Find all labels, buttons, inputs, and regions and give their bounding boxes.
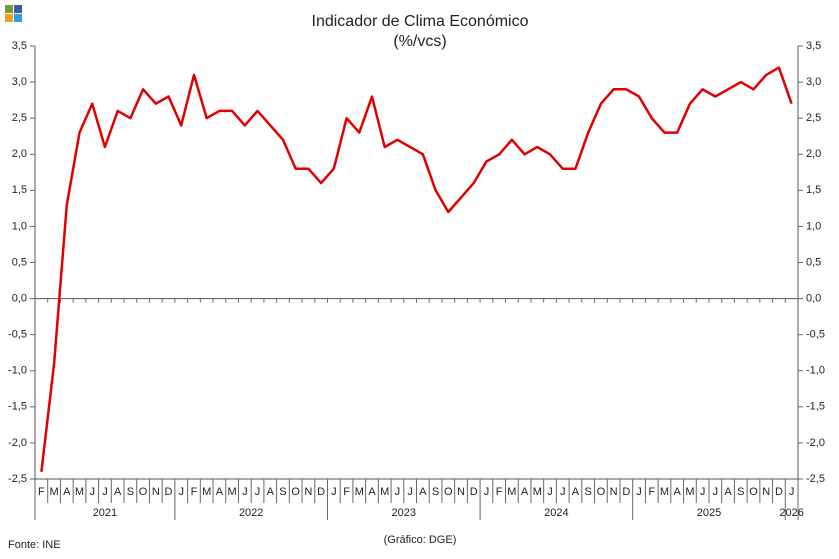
year-label: 2021 — [93, 507, 117, 519]
x-tick-label: J — [407, 486, 413, 498]
x-tick-label: A — [216, 486, 224, 498]
x-tick-label: J — [560, 486, 566, 498]
y2-tick-label: 2,0 — [806, 148, 821, 160]
logo — [5, 5, 22, 22]
x-tick-label: J — [636, 486, 642, 498]
x-tick-label: N — [304, 486, 312, 498]
x-tick-label: M — [355, 486, 364, 498]
x-tick-label: M — [228, 486, 237, 498]
x-tick-label: D — [317, 486, 325, 498]
y-tick-label: -2,0 — [8, 437, 27, 449]
y-tick-label: 3,0 — [12, 76, 27, 88]
x-tick-label: A — [63, 486, 71, 498]
y-tick-label: -0,5 — [8, 329, 27, 341]
x-tick-label: N — [457, 486, 465, 498]
y2-tick-label: 0,5 — [806, 256, 821, 268]
x-tick-label: F — [648, 486, 655, 498]
x-tick-label: F — [38, 486, 45, 498]
x-tick-label: A — [114, 486, 122, 498]
x-tick-label: J — [713, 486, 719, 498]
x-tick-label: S — [432, 486, 439, 498]
y-tick-label: -2,5 — [8, 473, 27, 485]
y-tick-label: 2,0 — [12, 148, 27, 160]
y2-tick-label: 3,0 — [806, 76, 821, 88]
x-tick-label: D — [622, 486, 630, 498]
x-tick-label: A — [572, 486, 580, 498]
y2-tick-label: -2,5 — [806, 473, 825, 485]
x-tick-label: M — [49, 486, 58, 498]
x-tick-label: A — [267, 486, 275, 498]
source: Fonte: INE — [8, 539, 61, 551]
x-tick-label: M — [685, 486, 694, 498]
x-tick-label: O — [139, 486, 148, 498]
y-tick-label: -1,0 — [8, 365, 27, 377]
chart-subtitle: (%/vcs) — [393, 33, 446, 50]
x-tick-label: J — [102, 486, 108, 498]
x-tick-label: N — [762, 486, 770, 498]
x-tick-label: J — [331, 486, 337, 498]
y-tick-label: 0,5 — [12, 256, 27, 268]
data-line — [40, 66, 793, 472]
y-tick-label: 1,5 — [12, 184, 27, 196]
y2-tick-label: 2,5 — [806, 112, 821, 124]
x-tick-label: F — [343, 486, 350, 498]
x-tick-label: F — [496, 486, 503, 498]
y-tick-label: 0,0 — [12, 292, 27, 304]
x-tick-label: J — [178, 486, 184, 498]
year-label: 2024 — [544, 507, 568, 519]
x-tick-label: F — [191, 486, 198, 498]
y2-tick-label: -2,0 — [806, 437, 825, 449]
x-tick-label: S — [585, 486, 592, 498]
x-tick-label: J — [89, 486, 95, 498]
x-tick-label: O — [444, 486, 453, 498]
y2-tick-label: -1,5 — [806, 401, 825, 413]
year-label: 2025 — [697, 507, 721, 519]
y-tick-label: 3,5 — [12, 40, 27, 52]
x-tick-label: A — [368, 486, 376, 498]
x-tick-label: J — [395, 486, 401, 498]
x-tick-label: A — [724, 486, 732, 498]
x-tick-label: O — [291, 486, 300, 498]
y2-tick-label: -1,0 — [806, 365, 825, 377]
chart-title: Indicador de Clima Económico — [312, 13, 529, 30]
credit: (Gráfico: DGE) — [384, 534, 457, 546]
x-tick-label: J — [789, 486, 795, 498]
x-tick-label: N — [152, 486, 160, 498]
x-tick-label: M — [507, 486, 516, 498]
year-label: 2023 — [392, 507, 416, 519]
y2-tick-label: 1,0 — [806, 220, 821, 232]
x-tick-label: O — [749, 486, 758, 498]
x-tick-label: J — [700, 486, 706, 498]
x-tick-label: J — [255, 486, 261, 498]
x-tick-label: D — [165, 486, 173, 498]
year-label: 2022 — [239, 507, 263, 519]
y-tick-label: 2,5 — [12, 112, 27, 124]
x-tick-label: A — [674, 486, 682, 498]
x-tick-label: S — [737, 486, 744, 498]
y2-tick-label: 1,5 — [806, 184, 821, 196]
x-tick-label: D — [470, 486, 478, 498]
x-tick-label: M — [75, 486, 84, 498]
x-tick-label: J — [242, 486, 248, 498]
x-tick-label: S — [279, 486, 286, 498]
y-tick-label: -1,5 — [8, 401, 27, 413]
x-tick-label: M — [660, 486, 669, 498]
x-tick-label: M — [533, 486, 542, 498]
y2-tick-label: 3,5 — [806, 40, 821, 52]
y-tick-label: 1,0 — [12, 220, 27, 232]
x-tick-label: A — [419, 486, 427, 498]
x-tick-label: M — [380, 486, 389, 498]
x-tick-label: J — [547, 486, 553, 498]
x-tick-label: M — [202, 486, 211, 498]
x-tick-label: A — [521, 486, 529, 498]
x-tick-label: S — [127, 486, 134, 498]
x-tick-label: O — [597, 486, 606, 498]
x-tick-label: N — [610, 486, 618, 498]
y2-tick-label: -0,5 — [806, 329, 825, 341]
x-tick-label: J — [484, 486, 490, 498]
year-label: 2026 — [779, 507, 803, 519]
x-tick-label: D — [775, 486, 783, 498]
y2-tick-label: 0,0 — [806, 292, 821, 304]
